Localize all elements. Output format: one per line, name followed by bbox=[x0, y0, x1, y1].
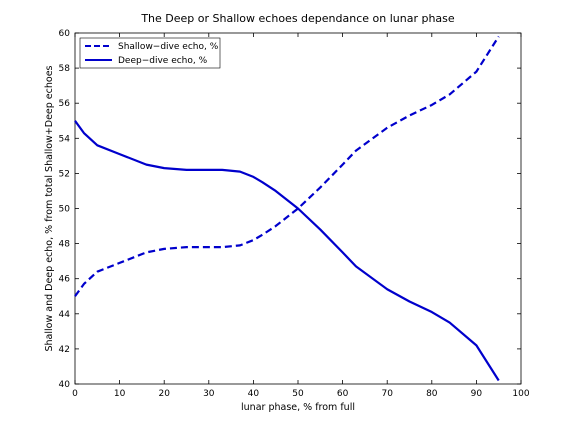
x-tick-label: 20 bbox=[158, 389, 170, 399]
x-tick-label: 0 bbox=[72, 389, 78, 399]
y-tick-label: 56 bbox=[59, 99, 71, 109]
y-tick-label: 58 bbox=[59, 64, 71, 74]
x-tick-label: 80 bbox=[426, 389, 438, 399]
x-tick-label: 30 bbox=[203, 389, 215, 399]
y-tick-label: 52 bbox=[59, 169, 70, 179]
x-tick-label: 100 bbox=[512, 389, 529, 399]
legend-label-shallow: Shallow−dive echo, % bbox=[118, 42, 219, 52]
series-layer bbox=[74, 35, 500, 382]
axis-ticks: 0 10 20 30 40 50 60 70 80 90 100 40 42 44 46 48 50 52 54 56… bbox=[59, 29, 530, 399]
x-tick-label: 10 bbox=[114, 389, 126, 399]
shallow-dive-series-line bbox=[74, 35, 500, 297]
x-tick-label: 50 bbox=[292, 389, 304, 399]
y-tick-label: 50 bbox=[59, 205, 71, 215]
y-tick-label: 54 bbox=[59, 134, 71, 144]
chart-title: The Deep or Shallow echoes dependance on… bbox=[140, 12, 455, 25]
legend-label-deep: Deep−dive echo, % bbox=[118, 56, 208, 66]
y-tick-label: 44 bbox=[59, 310, 71, 320]
x-tick-label: 40 bbox=[248, 389, 260, 399]
x-tick-label: 90 bbox=[471, 389, 483, 399]
legend: Shallow−dive echo, % Deep−dive echo, % bbox=[79, 37, 221, 69]
deep-dive-series-line bbox=[74, 120, 500, 382]
y-tick-label: 46 bbox=[59, 275, 71, 285]
legend-box bbox=[79, 37, 221, 69]
x-tick-label: 70 bbox=[381, 389, 393, 399]
x-axis-label: lunar phase, % from full bbox=[241, 402, 355, 413]
y-tick-label: 48 bbox=[59, 240, 71, 250]
y-tick-label: 60 bbox=[59, 29, 71, 39]
y-tick-label: 42 bbox=[59, 345, 70, 355]
y-axis-label: Shallow and Deep echo, % from total Shal… bbox=[44, 65, 55, 351]
y-tick-label: 40 bbox=[59, 380, 71, 390]
x-tick-label: 60 bbox=[337, 389, 349, 399]
